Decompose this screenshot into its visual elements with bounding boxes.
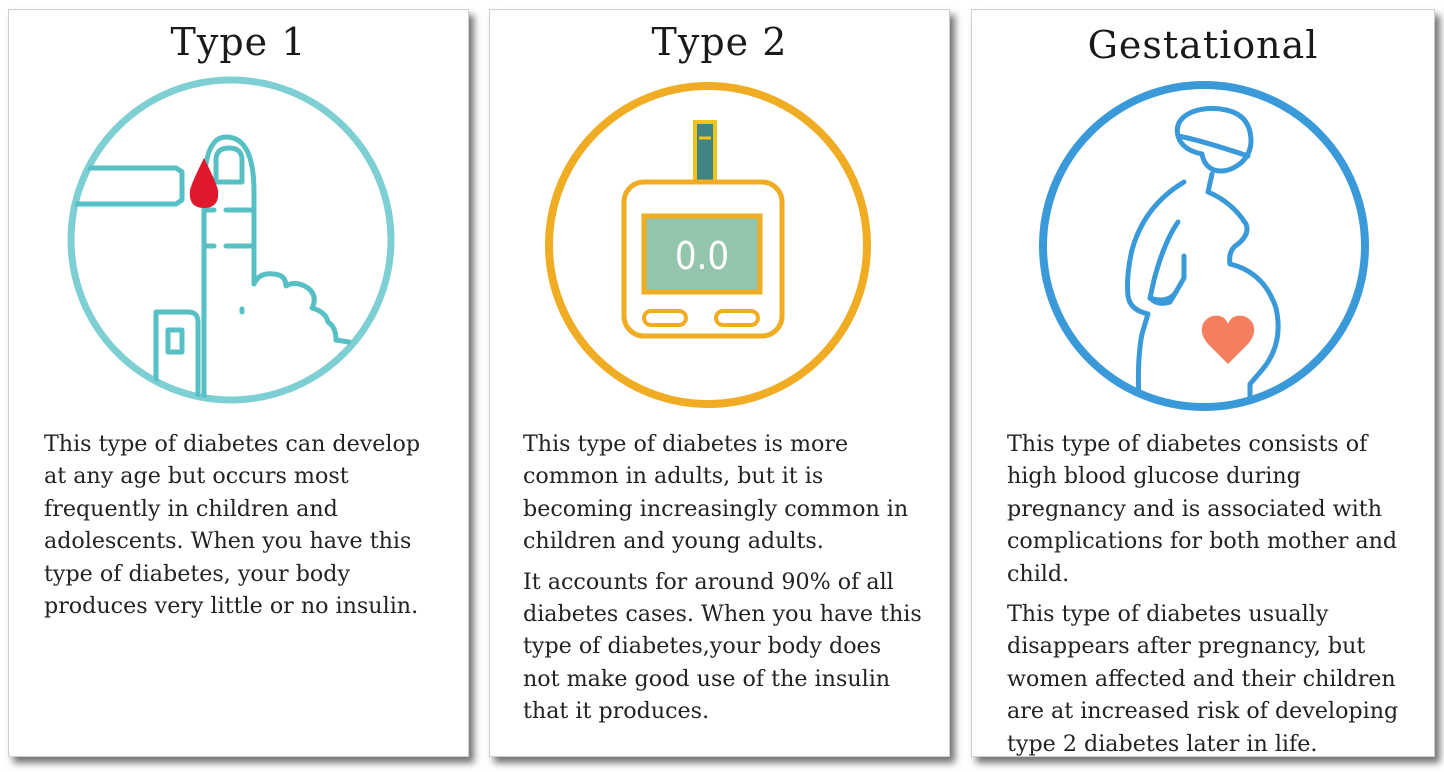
heart-icon bbox=[1201, 315, 1255, 364]
paragraph: This type of diabetes consists of high b… bbox=[1007, 431, 1398, 587]
finger-prick-icon bbox=[67, 76, 395, 404]
paragraph: This type of diabetes is more common in … bbox=[523, 431, 909, 555]
card-description: This type of diabetes consists of high b… bbox=[1007, 428, 1408, 768]
card-gestational: Gestational This type of diabetes consis… bbox=[971, 9, 1435, 757]
paragraph: This type of diabetes can develop at any… bbox=[44, 431, 421, 620]
card-description: This type of diabetes is more common in … bbox=[523, 428, 923, 736]
card-title: Type 1 bbox=[170, 20, 307, 64]
card-title: Gestational bbox=[1087, 23, 1319, 67]
card-type-2: Type 2 0.0 This type of diabetes is more… bbox=[489, 9, 950, 757]
card-description: This type of diabetes can develop at any… bbox=[44, 428, 442, 630]
pregnant-woman-icon bbox=[1039, 81, 1369, 411]
paragraph: It accounts for around 90% of all diabet… bbox=[523, 568, 922, 725]
card-type-1: Type 1 This type of diabetes can develop bbox=[8, 9, 469, 757]
meter-reading: 0.0 bbox=[675, 234, 729, 278]
card-title: Type 2 bbox=[651, 20, 788, 64]
paragraph: This type of diabetes usually disappears… bbox=[1007, 601, 1399, 757]
glucose-meter-icon: 0.0 bbox=[545, 82, 871, 408]
blood-drop-icon bbox=[189, 158, 219, 208]
